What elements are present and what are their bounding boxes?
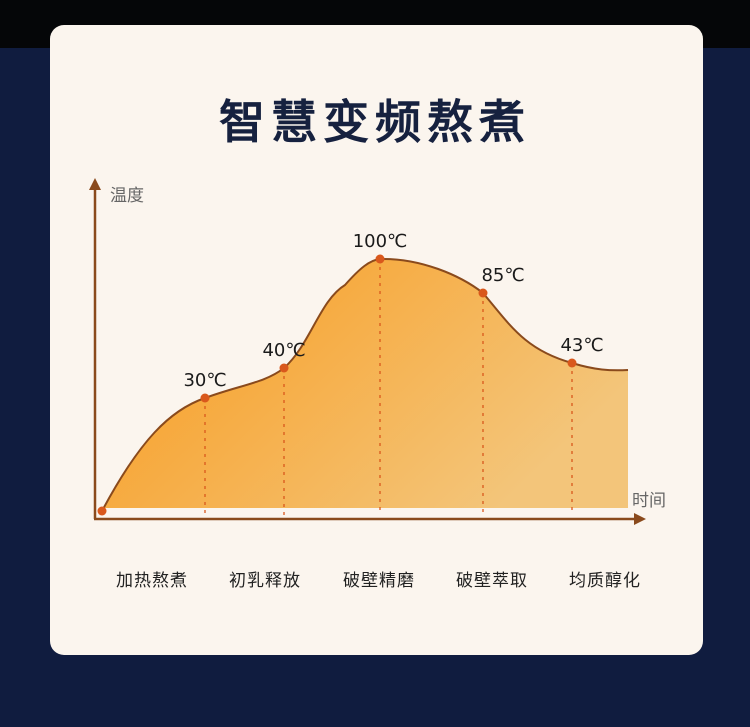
data-point xyxy=(375,254,385,264)
data-point xyxy=(478,288,488,298)
data-label: 43℃ xyxy=(560,335,603,356)
x-axis-arrow xyxy=(634,513,646,525)
data-label: 85℃ xyxy=(481,265,524,286)
stage-label: 均质醇化 xyxy=(569,571,641,591)
y-axis-arrow xyxy=(89,178,101,190)
x-axis-label: 时间 xyxy=(632,491,666,511)
data-point xyxy=(200,393,210,403)
stage-label: 加热熬煮 xyxy=(116,571,188,591)
stage-label: 破壁精磨 xyxy=(343,571,415,591)
data-label: 40℃ xyxy=(262,340,305,361)
area-fill xyxy=(102,258,628,511)
data-point xyxy=(567,358,577,368)
stage-label: 破壁萃取 xyxy=(456,571,528,591)
data-point xyxy=(279,363,289,373)
page-title: 智慧变频熬煮 xyxy=(219,95,531,149)
data-label: 30℃ xyxy=(183,370,226,391)
stage-label: 初乳释放 xyxy=(229,571,301,591)
data-label: 100℃ xyxy=(353,231,408,252)
y-axis-label: 温度 xyxy=(110,186,144,206)
start-point xyxy=(97,506,107,516)
